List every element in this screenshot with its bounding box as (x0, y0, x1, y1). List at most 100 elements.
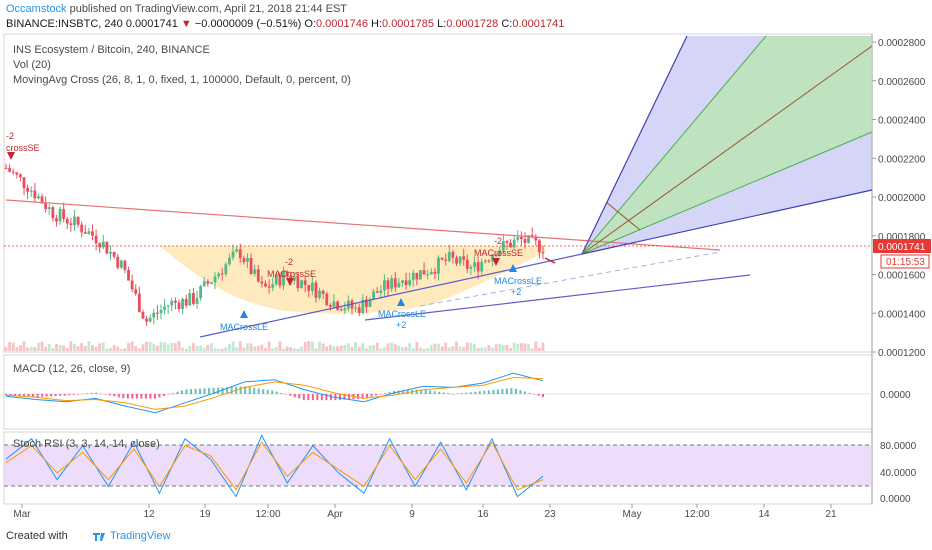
volume-bar (195, 345, 199, 351)
candle-body (65, 218, 69, 224)
candle-body (505, 241, 509, 243)
candle-body (386, 280, 390, 289)
candle-body (509, 242, 512, 248)
macd-histogram-bar (41, 394, 44, 397)
candle-body (501, 241, 505, 251)
volume-bar (188, 345, 192, 351)
macd-histogram-bar (153, 394, 156, 399)
macd-tick: 0.0000 (880, 390, 911, 401)
macd-histogram-bar (190, 389, 193, 394)
candle-body (455, 257, 458, 264)
candle-body (383, 280, 386, 291)
macd-histogram-bar (384, 393, 387, 394)
candle-body (321, 290, 325, 294)
macd-label[interactable]: MACD (12, 26, close, 9) (13, 363, 130, 375)
macd-histogram-bar (487, 390, 490, 394)
author-link[interactable]: Occamstock (6, 3, 67, 15)
price-tick-label: 0.0002400 (878, 116, 926, 127)
annotation-text: -2 (6, 131, 14, 141)
chart-area[interactable]: -2 crossSE MACrossLE -2 MACrossSE MACros… (0, 32, 932, 522)
volume-bar (523, 343, 527, 351)
volume-bar (501, 344, 505, 351)
candle-body (213, 276, 217, 283)
candle-body (375, 291, 379, 293)
volume-bar (487, 345, 491, 351)
volume-bar (282, 348, 285, 351)
volume-bar (206, 344, 210, 351)
candle-body (282, 271, 285, 286)
candle-body (462, 256, 466, 260)
volume-bar (155, 345, 159, 351)
candle-body (109, 251, 112, 254)
time-tick-label: 16 (477, 509, 489, 520)
volume-bar (411, 348, 415, 351)
macd-line (5, 372, 544, 414)
candle-body (541, 252, 545, 254)
candle-body (217, 273, 221, 277)
volume-bar (505, 344, 509, 351)
candle-body (361, 299, 365, 313)
macd-histogram-bar (366, 394, 369, 398)
candle-body (494, 254, 498, 257)
candle-body (343, 308, 347, 311)
volume-bar (235, 347, 239, 351)
volume-bar (47, 343, 51, 351)
candle-body (390, 278, 394, 289)
candle-body (69, 223, 73, 226)
candle-body (19, 174, 22, 178)
macd-histogram-bar (347, 394, 350, 400)
volume-bar (336, 346, 339, 351)
price-axis[interactable]: 0.0002800 0.0002600 0.0002400 0.0002200 0.00… (872, 38, 926, 359)
candle-body (404, 280, 408, 286)
candle-body (267, 286, 271, 288)
support-trendline (199, 253, 583, 338)
volume-bar (228, 343, 231, 351)
candle-body (22, 177, 26, 188)
candle-group (4, 163, 545, 351)
footer: Created with TradingView (0, 522, 932, 550)
macd-histogram-bar (54, 394, 57, 397)
volume-bar (267, 341, 271, 351)
macd-histogram-bar (532, 394, 535, 395)
candle-body (155, 312, 159, 314)
macd-histogram-bar (18, 394, 21, 397)
macd-histogram-bar (257, 388, 260, 394)
macd-histogram-bar (266, 389, 269, 394)
volume-bar (76, 346, 80, 351)
candle-body (336, 301, 339, 310)
macd-histogram-bar (32, 394, 35, 397)
rsi-label[interactable]: Stoch RSI (3, 3, 14, 14, close) (13, 438, 160, 450)
candle-body (271, 284, 275, 288)
time-tick-label: 21 (825, 509, 837, 520)
candle-body (224, 264, 228, 275)
candle-body (145, 318, 148, 322)
projection-dashed-line (419, 251, 721, 307)
macd-histogram-bar (456, 393, 459, 395)
close-label: C: (501, 18, 513, 30)
volume-bar (509, 348, 512, 351)
tradingview-link[interactable]: TradingView (110, 530, 171, 542)
macd-histogram-bar (478, 391, 481, 394)
legend-volume[interactable]: Vol (20) (13, 59, 51, 71)
price-tick-label: 0.0001800 (878, 232, 926, 243)
tradingview-logo-icon (93, 533, 105, 541)
candle-body (29, 190, 33, 192)
volume-bar (419, 347, 422, 351)
volume-bar (303, 342, 307, 351)
volume-bar (145, 341, 148, 351)
candle-body (318, 290, 321, 298)
volume-bar (40, 341, 44, 351)
macd-histogram-bar (514, 388, 517, 394)
close-value: 0.0001741 (512, 18, 565, 30)
macd-histogram-bar (388, 392, 391, 394)
macd-histogram-bar (86, 393, 89, 394)
volume-bar (328, 344, 332, 351)
macd-histogram-bar (45, 394, 48, 397)
macd-histogram-bar (293, 394, 296, 398)
volume-bar (372, 345, 376, 351)
macd-histogram-bar (203, 388, 206, 394)
legend-ma-cross[interactable]: MovingAvg Cross (26, 8, 1, 0, fixed, 1, … (13, 74, 351, 86)
time-axis[interactable]: Mar 12 19 12:00 Apr 9 16 23 May 12:00 14 21 (13, 504, 837, 520)
volume-bar (422, 348, 426, 351)
volume-bar (325, 346, 329, 351)
